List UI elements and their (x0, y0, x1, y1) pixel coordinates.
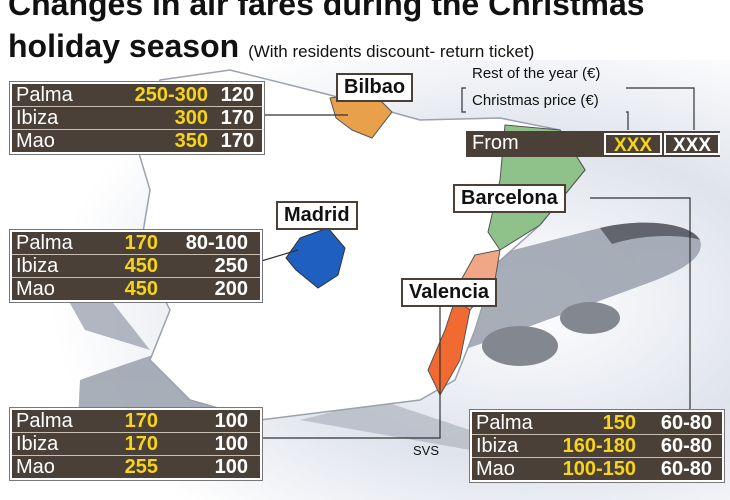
destination-name: Ibiza (16, 107, 59, 129)
destination-name: Palma (16, 84, 73, 106)
legend-christmas-sample: XXX (604, 133, 662, 156)
credit: SVS (413, 443, 440, 458)
label-bilbao: Bilbao (336, 73, 414, 102)
christmas-price: 450 (124, 278, 158, 300)
destination-name: Palma (16, 410, 73, 432)
fare-table-valencia: Palma 170 100 Ibiza 170 100 Mao 255 100 (10, 408, 262, 480)
rest-of-year-price: 100 (214, 433, 248, 455)
madrid-region (285, 227, 346, 289)
table-row: Mao 450 200 (12, 278, 260, 300)
christmas-price: 150 (602, 412, 636, 434)
title-line-1: Changes in air fares during the Christma… (8, 0, 645, 22)
fare-table-barcelona: Palma 150 60-80 Ibiza 160-180 60-80 Mao 100-150… (470, 410, 724, 482)
table-row: Palma 250-300 120 (12, 84, 262, 107)
destination-name: Palma (476, 412, 533, 434)
table-row: Mao 255 100 (12, 456, 260, 478)
christmas-price: 170 (124, 410, 158, 432)
rest-of-year-price: 100 (214, 410, 248, 432)
christmas-price: 450 (124, 255, 158, 277)
rest-of-year-price: 60-80 (660, 458, 712, 480)
rest-of-year-price: 60-80 (660, 435, 712, 457)
label-madrid: Madrid (276, 201, 358, 230)
table-row: Mao 100-150 60-80 (472, 458, 722, 480)
christmas-price: 170 (124, 433, 158, 455)
fare-table-bilbao: Palma 250-300 120 Ibiza 300 170 Mao 350 170 (10, 82, 264, 154)
table-row: Ibiza 450 250 (12, 255, 260, 278)
rest-of-year-price: 250 (214, 255, 248, 277)
label-barcelona: Barcelona (453, 184, 566, 213)
table-row: Ibiza 170 100 (12, 433, 260, 456)
table-row: Palma 170 100 (12, 410, 260, 433)
legend-rest-label: Rest of the year (€) (472, 65, 601, 82)
christmas-price: 350 (174, 130, 208, 152)
table-row: Ibiza 300 170 (12, 107, 262, 130)
christmas-price: 170 (124, 232, 158, 254)
table-row: Palma 170 80-100 (12, 232, 260, 255)
destination-name: Mao (16, 130, 55, 152)
rest-of-year-price: 200 (214, 278, 248, 300)
rest-of-year-price: 120 (220, 84, 254, 106)
legend-from-label: From (472, 132, 519, 154)
rest-of-year-price: 60-80 (660, 412, 712, 434)
fare-table-madrid: Palma 170 80-100 Ibiza 450 250 Mao 450 200 (10, 230, 262, 302)
destination-name: Palma (16, 232, 73, 254)
destination-name: Ibiza (16, 255, 59, 277)
christmas-price: 250-300 (134, 84, 208, 106)
rest-of-year-price: 80-100 (185, 232, 248, 254)
christmas-price: 160-180 (562, 435, 636, 457)
legend-rest-sample: XXX (664, 133, 720, 156)
rest-of-year-price: 170 (220, 130, 254, 152)
destination-name: Mao (16, 278, 55, 300)
destination-name: Ibiza (16, 433, 59, 455)
connector-lines (257, 87, 695, 439)
table-row: Palma 150 60-80 (472, 412, 722, 435)
label-valencia: Valencia (401, 278, 498, 307)
table-row: Mao 350 170 (12, 130, 262, 152)
rest-of-year-price: 170 (220, 107, 254, 129)
spain-map (134, 69, 586, 421)
destination-name: Mao (476, 458, 515, 480)
title-bold: holiday season (8, 28, 240, 64)
title-subtitle: (With residents discount- return ticket) (248, 42, 535, 61)
title-line-2: holiday season (With residents discount-… (8, 28, 534, 65)
destination-name: Mao (16, 456, 55, 478)
christmas-price: 300 (174, 107, 208, 129)
legend-christmas-label: Christmas price (€) (472, 92, 599, 109)
destination-name: Ibiza (476, 435, 519, 457)
table-row: Ibiza 160-180 60-80 (472, 435, 722, 458)
christmas-price: 100-150 (562, 458, 636, 480)
legend-from-box: From XXX XXX (466, 131, 720, 157)
rest-of-year-price: 100 (214, 456, 248, 478)
christmas-price: 255 (124, 456, 158, 478)
